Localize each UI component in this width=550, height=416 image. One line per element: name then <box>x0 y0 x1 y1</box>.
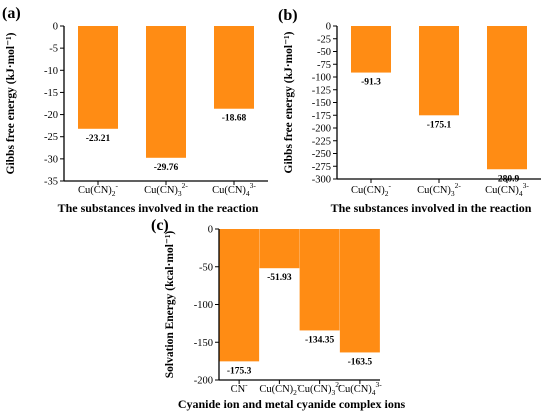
x-tick-label: Cu(CN)32- <box>298 380 342 397</box>
x-axis-title: Cyanide ion and metal cyanide complex io… <box>178 397 406 411</box>
y-tick-label: -75 <box>317 60 331 71</box>
y-tick-label: -30 <box>44 154 58 165</box>
y-tick-label: -50 <box>199 262 213 273</box>
y-tick-label: 0 <box>326 22 331 33</box>
y-tick-label: -150 <box>312 98 331 109</box>
data-label: -163.5 <box>348 357 373 367</box>
y-axis-title: Gibbs free energy (kJ·mol⁻¹) <box>283 31 295 173</box>
x-tick-label: Cu(CN)43- <box>212 181 256 198</box>
y-tick-label: -10 <box>44 66 58 77</box>
y-tick-label: -175 <box>312 111 331 122</box>
y-tick-label: -250 <box>312 149 331 160</box>
chart-panel-b: -91.3-175.1-280.90-25-50-75-100-125-150-… <box>278 7 541 215</box>
bar <box>351 26 391 73</box>
x-tick-label: CN- <box>231 380 249 395</box>
y-tick-label: -50 <box>317 47 331 58</box>
data-label: -23.21 <box>86 134 111 144</box>
y-tick-label: 0 <box>53 22 58 33</box>
y-tick-label: -5 <box>49 44 58 55</box>
x-tick-label: Cu(CN)32- <box>144 181 188 198</box>
x-tick-label: Cu(CN)2- <box>78 181 119 198</box>
bar <box>487 26 527 170</box>
bar <box>219 229 260 362</box>
bar <box>78 26 118 129</box>
y-tick-label: -225 <box>312 136 331 147</box>
panel-label: (a) <box>2 5 21 22</box>
x-axis-title: The substances involved in the reaction <box>58 201 259 215</box>
y-tick-label: -25 <box>44 132 58 143</box>
data-label: -175.1 <box>427 120 452 130</box>
data-label: -18.68 <box>222 114 247 124</box>
x-tick-label: Cu(CN)43- <box>338 380 382 397</box>
panel-label: (c) <box>151 217 169 234</box>
y-tick-label: -100 <box>194 300 213 311</box>
x-tick-label: Cu(CN)32- <box>417 181 461 198</box>
y-axis-title: Gibbs free energy (kJ·mol⁻¹) <box>5 32 17 174</box>
y-tick-label: -20 <box>44 110 58 121</box>
x-tick-label: Cu(CN)43- <box>485 181 529 198</box>
bar <box>146 26 186 158</box>
data-label: -29.76 <box>154 163 179 173</box>
y-tick-label: -275 <box>312 162 331 173</box>
y-tick-label: -200 <box>194 376 213 387</box>
bar <box>214 26 254 109</box>
data-label: -91.3 <box>361 78 381 88</box>
bar <box>419 26 459 116</box>
y-tick-label: -25 <box>317 34 331 45</box>
data-label: -51.93 <box>267 273 292 283</box>
data-label: -175.3 <box>227 366 252 376</box>
y-tick-label: -100 <box>312 73 331 84</box>
y-tick-label: -150 <box>194 338 213 349</box>
panel-label: (b) <box>278 7 298 24</box>
y-tick-label: 0 <box>208 225 213 236</box>
y-tick-label: -300 <box>312 175 331 186</box>
chart-panel-c: -175.3 -51.93 -134.35 -163.5 0 -50 -100 -150 -20… <box>151 217 406 411</box>
x-tick-label: Cu(CN)2- <box>351 181 392 198</box>
bar <box>259 229 300 269</box>
y-axis-title: Solvation Energy (kcal·mol⁻¹) <box>164 231 176 379</box>
bar <box>339 229 380 353</box>
bar <box>299 229 340 331</box>
y-tick-label: -35 <box>44 177 58 188</box>
data-label: -134.35 <box>305 335 335 345</box>
y-tick-label: -125 <box>312 85 331 96</box>
y-tick-label: -200 <box>312 124 331 135</box>
x-tick-label: Cu(CN)2- <box>259 380 300 397</box>
x-axis-title: The substances involved in the reaction <box>331 201 532 215</box>
chart-panel-a: -23.21 -29.76 -18.68 0 -5 -10 -15 -20 -25 -30 -35 C… <box>2 5 268 215</box>
y-tick-label: -15 <box>44 88 58 99</box>
